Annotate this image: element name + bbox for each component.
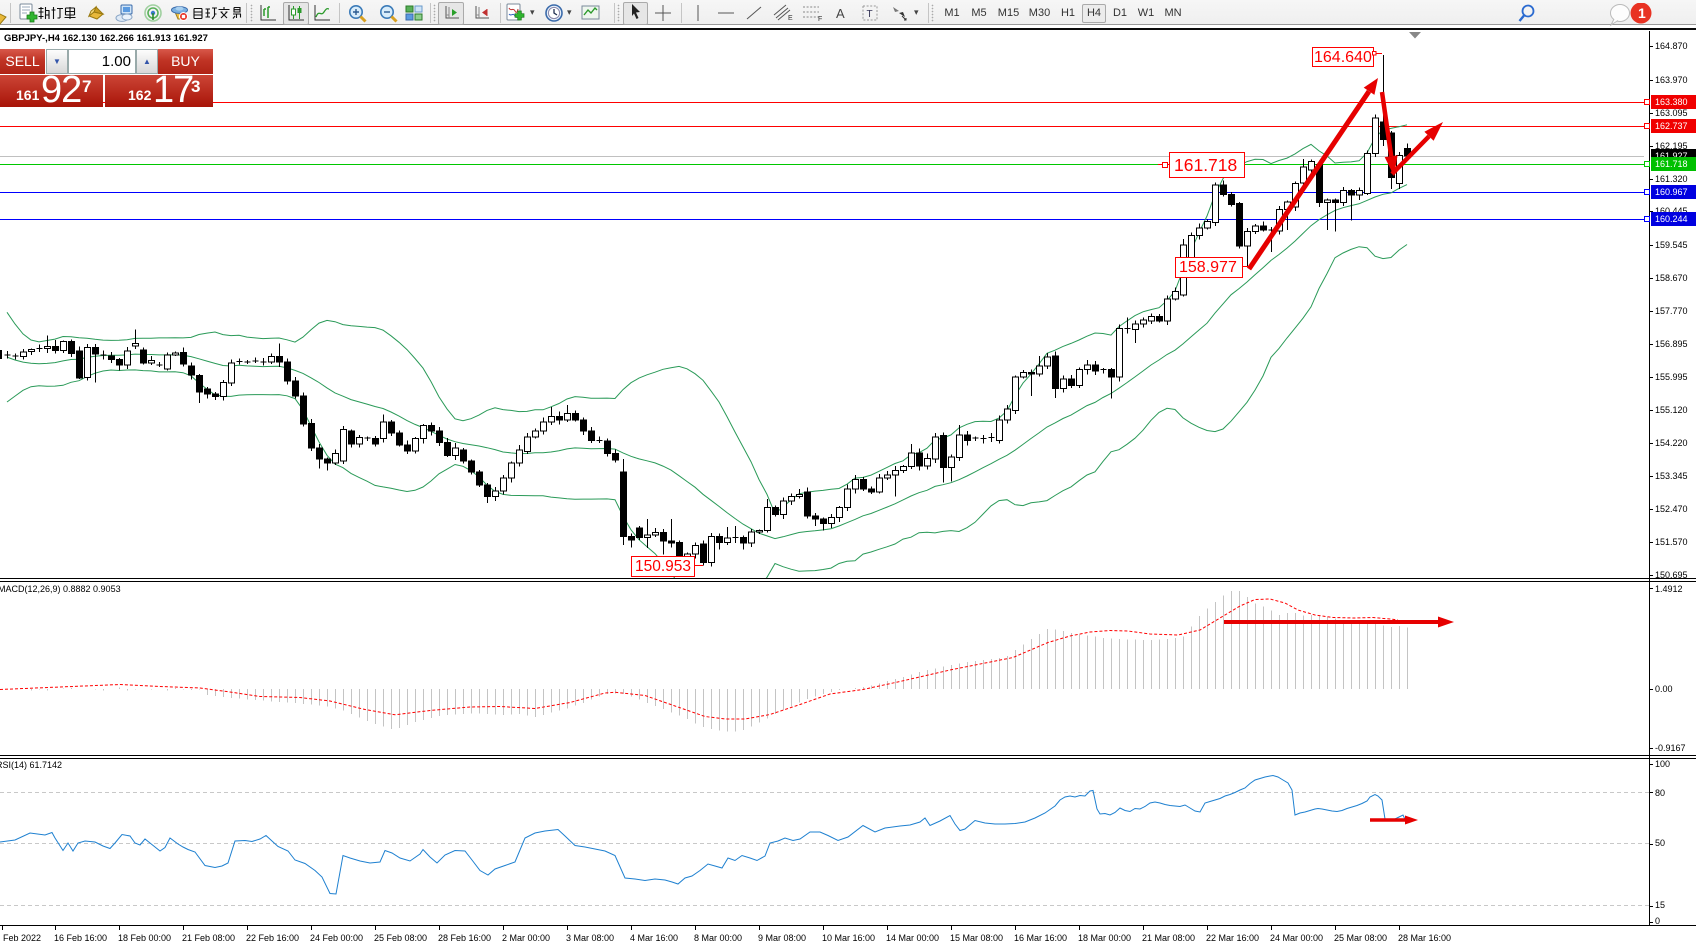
svg-text:F: F — [818, 16, 822, 23]
svg-text:GBPJPY-,H4 162.130 162.266 16: GBPJPY-,H4 162.130 162.266 161.913 161.9… — [4, 33, 208, 44]
svg-text:160.244: 160.244 — [1655, 214, 1688, 224]
svg-text:161.320: 161.320 — [1655, 174, 1688, 184]
svg-text:28 Feb 16:00: 28 Feb 16:00 — [438, 933, 491, 943]
svg-text:158.977: 158.977 — [1179, 259, 1237, 276]
svg-text:162.195: 162.195 — [1655, 141, 1688, 151]
svg-text:100: 100 — [1655, 759, 1670, 769]
svg-text:154.220: 154.220 — [1655, 438, 1688, 448]
svg-text:163.095: 163.095 — [1655, 108, 1688, 118]
svg-text:24 Feb 00:00: 24 Feb 00:00 — [310, 933, 363, 943]
svg-text:0.00: 0.00 — [1655, 684, 1673, 694]
svg-text:163.970: 163.970 — [1655, 75, 1688, 85]
svg-text:164.640: 164.640 — [1314, 49, 1372, 66]
svg-text:22 Feb 16:00: 22 Feb 16:00 — [246, 933, 299, 943]
svg-text:150.953: 150.953 — [635, 558, 691, 575]
svg-text:161.927: 161.927 — [1655, 151, 1688, 161]
svg-text:1: 1 — [1638, 5, 1646, 21]
svg-text:-0.9167: -0.9167 — [1655, 743, 1686, 753]
svg-text:T: T — [867, 9, 873, 20]
svg-text:16 Feb 16:00: 16 Feb 16:00 — [54, 933, 107, 943]
svg-text:156.895: 156.895 — [1655, 339, 1688, 349]
svg-text:18 Mar 00:00: 18 Mar 00:00 — [1078, 933, 1131, 943]
svg-text:E: E — [788, 15, 793, 22]
svg-text:4 Mar 16:00: 4 Mar 16:00 — [630, 933, 678, 943]
svg-text:9 Mar 08:00: 9 Mar 08:00 — [758, 933, 806, 943]
svg-text:159.545: 159.545 — [1655, 240, 1688, 250]
svg-text:MACD(12,26,9) 0.8882 0.9053: MACD(12,26,9) 0.8882 0.9053 — [0, 584, 121, 594]
svg-text:16 Mar 16:00: 16 Mar 16:00 — [1014, 933, 1067, 943]
svg-text:22 Mar 16:00: 22 Mar 16:00 — [1206, 933, 1259, 943]
svg-text:50: 50 — [1655, 838, 1665, 848]
svg-text:152.470: 152.470 — [1655, 504, 1688, 514]
svg-text:164.870: 164.870 — [1655, 41, 1688, 51]
svg-text:24 Mar 00:00: 24 Mar 00:00 — [1270, 933, 1323, 943]
svg-text:14 Mar 00:00: 14 Mar 00:00 — [886, 933, 939, 943]
svg-text:Feb 2022: Feb 2022 — [3, 933, 41, 943]
svg-text:3 Mar 08:00: 3 Mar 08:00 — [566, 933, 614, 943]
svg-text:10 Mar 16:00: 10 Mar 16:00 — [822, 933, 875, 943]
svg-text:155.995: 155.995 — [1655, 372, 1688, 382]
svg-text:155.120: 155.120 — [1655, 405, 1688, 415]
svg-text:25 Mar 08:00: 25 Mar 08:00 — [1334, 933, 1387, 943]
svg-text:160.967: 160.967 — [1655, 187, 1688, 197]
svg-text:163.380: 163.380 — [1655, 97, 1688, 107]
svg-text:157.770: 157.770 — [1655, 306, 1688, 316]
svg-text:25 Feb 08:00: 25 Feb 08:00 — [374, 933, 427, 943]
svg-text:80: 80 — [1655, 788, 1665, 798]
svg-text:150.695: 150.695 — [1655, 570, 1688, 580]
svg-text:15: 15 — [1655, 900, 1665, 910]
svg-text:162.737: 162.737 — [1655, 121, 1688, 131]
svg-text:18 Feb 00:00: 18 Feb 00:00 — [118, 933, 171, 943]
svg-text:15 Mar 08:00: 15 Mar 08:00 — [950, 933, 1003, 943]
svg-text:153.345: 153.345 — [1655, 471, 1688, 481]
svg-text:21 Mar 08:00: 21 Mar 08:00 — [1142, 933, 1195, 943]
svg-text:151.570: 151.570 — [1655, 537, 1688, 547]
svg-text:21 Feb 08:00: 21 Feb 08:00 — [182, 933, 235, 943]
svg-text:158.670: 158.670 — [1655, 273, 1688, 283]
svg-text:8 Mar 00:00: 8 Mar 00:00 — [694, 933, 742, 943]
svg-text:161.718: 161.718 — [1655, 159, 1688, 169]
svg-text:28 Mar 16:00: 28 Mar 16:00 — [1398, 933, 1451, 943]
svg-text:161.718: 161.718 — [1174, 155, 1237, 175]
svg-text:160.445: 160.445 — [1655, 206, 1688, 216]
svg-text:RSI(14) 61.7142: RSI(14) 61.7142 — [0, 760, 62, 770]
svg-text:1.4912: 1.4912 — [1655, 584, 1683, 594]
svg-text:2 Mar 00:00: 2 Mar 00:00 — [502, 933, 550, 943]
svg-text:0: 0 — [1655, 916, 1660, 926]
